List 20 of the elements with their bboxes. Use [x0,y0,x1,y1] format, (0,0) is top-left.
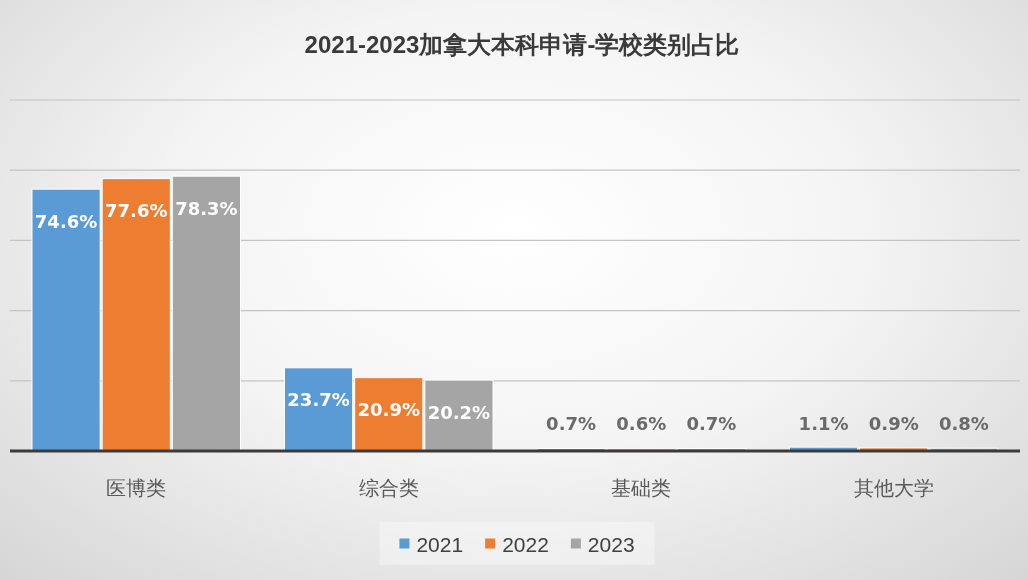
data-label: 77.6% [105,200,168,222]
legend-label: 2022 [502,533,549,556]
chart-title: 2021-2023加拿大本科申请-学校类别占比 [304,31,740,58]
data-label: 0.8% [938,412,989,434]
data-label: 20.2% [427,401,491,423]
data-label: 74.6% [34,210,98,232]
data-label: 0.9% [868,412,919,434]
data-label: 20.9% [357,399,420,421]
data-label: 1.1% [798,412,849,434]
data-label: 0.7% [686,412,737,434]
legend-label: 2023 [587,533,635,556]
x-tick-label: 综合类 [358,477,419,499]
data-label: 23.7% [287,389,350,411]
x-tick-label: 医博类 [106,477,167,499]
legend-label: 2021 [416,533,464,556]
data-label: 78.3% [175,197,238,219]
data-label: 0.7% [546,412,597,434]
x-tick-label: 基础类 [611,477,672,499]
x-tick-label: 其他大学 [853,477,934,499]
data-label: 0.6% [616,412,667,434]
